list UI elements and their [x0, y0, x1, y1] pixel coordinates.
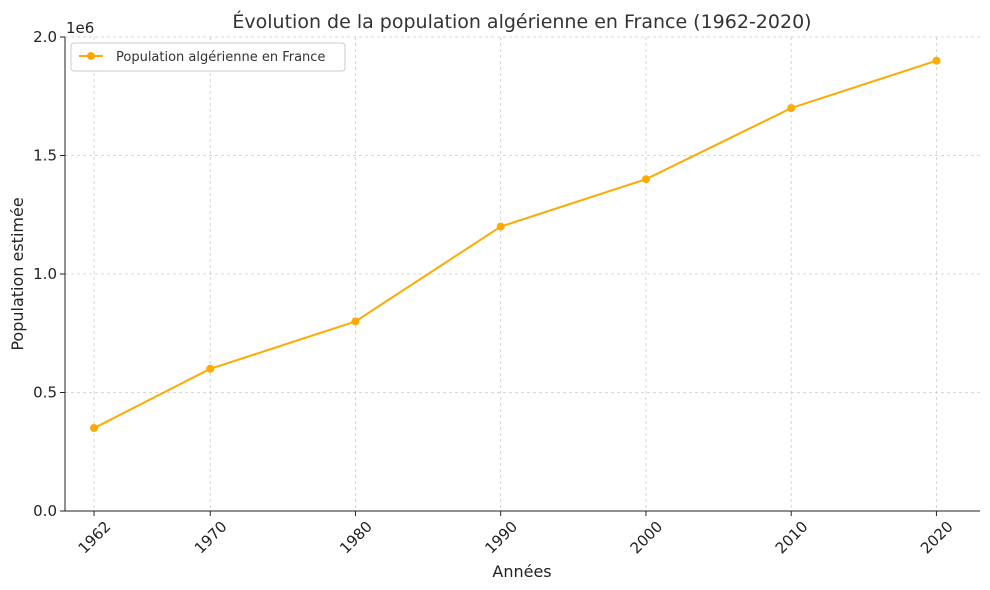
chart-title: Évolution de la population algérienne en… — [232, 10, 811, 33]
grid — [65, 36, 980, 512]
y-tick-label: 0.0 — [33, 502, 57, 520]
data-point — [90, 424, 99, 433]
legend-label: Population algérienne en France — [116, 50, 325, 65]
y-axis-label: Population estimée — [8, 197, 27, 350]
y-offset-label: 1e6 — [66, 19, 94, 37]
y-tick-label: 1.0 — [33, 265, 57, 283]
y-tick-label: 2.0 — [33, 28, 57, 46]
y-tick-label: 0.5 — [33, 384, 57, 402]
data-point — [932, 56, 941, 65]
y-tick-label: 1.5 — [33, 147, 57, 165]
x-axis-label: Années — [492, 562, 551, 581]
legend-marker-swatch — [87, 52, 95, 60]
data-point — [496, 222, 505, 231]
data-point — [641, 175, 650, 184]
data-point — [206, 364, 215, 373]
data-point — [787, 104, 796, 113]
legend: Population algérienne en France — [70, 42, 346, 72]
series-group — [90, 56, 941, 433]
data-point — [351, 317, 360, 326]
legend-box — [70, 42, 346, 72]
